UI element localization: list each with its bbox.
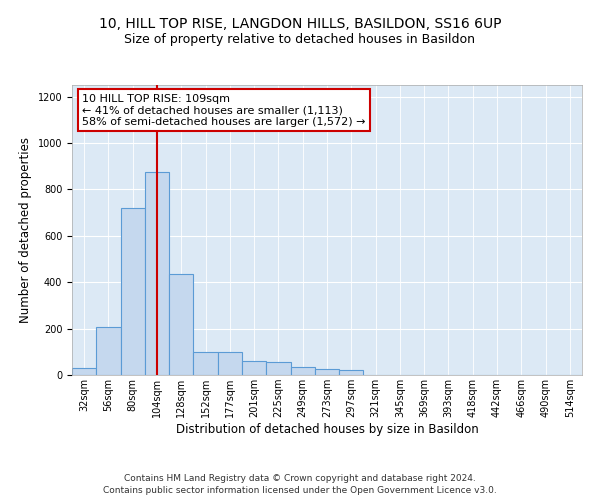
Text: Contains HM Land Registry data © Crown copyright and database right 2024.
Contai: Contains HM Land Registry data © Crown c…: [103, 474, 497, 495]
Y-axis label: Number of detached properties: Number of detached properties: [19, 137, 32, 323]
Bar: [145, 172, 169, 375]
Bar: [242, 361, 266, 375]
Bar: [315, 369, 339, 375]
Bar: [121, 208, 145, 375]
Text: 10 HILL TOP RISE: 109sqm
← 41% of detached houses are smaller (1,113)
58% of sem: 10 HILL TOP RISE: 109sqm ← 41% of detach…: [82, 94, 366, 127]
Bar: [193, 352, 218, 375]
Text: Size of property relative to detached houses in Basildon: Size of property relative to detached ho…: [125, 32, 476, 46]
X-axis label: Distribution of detached houses by size in Basildon: Distribution of detached houses by size …: [176, 423, 478, 436]
Bar: [266, 362, 290, 375]
Bar: [339, 370, 364, 375]
Bar: [290, 367, 315, 375]
Bar: [169, 274, 193, 375]
Text: 10, HILL TOP RISE, LANGDON HILLS, BASILDON, SS16 6UP: 10, HILL TOP RISE, LANGDON HILLS, BASILD…: [99, 18, 501, 32]
Bar: [218, 352, 242, 375]
Bar: [96, 328, 121, 375]
Bar: [72, 368, 96, 375]
